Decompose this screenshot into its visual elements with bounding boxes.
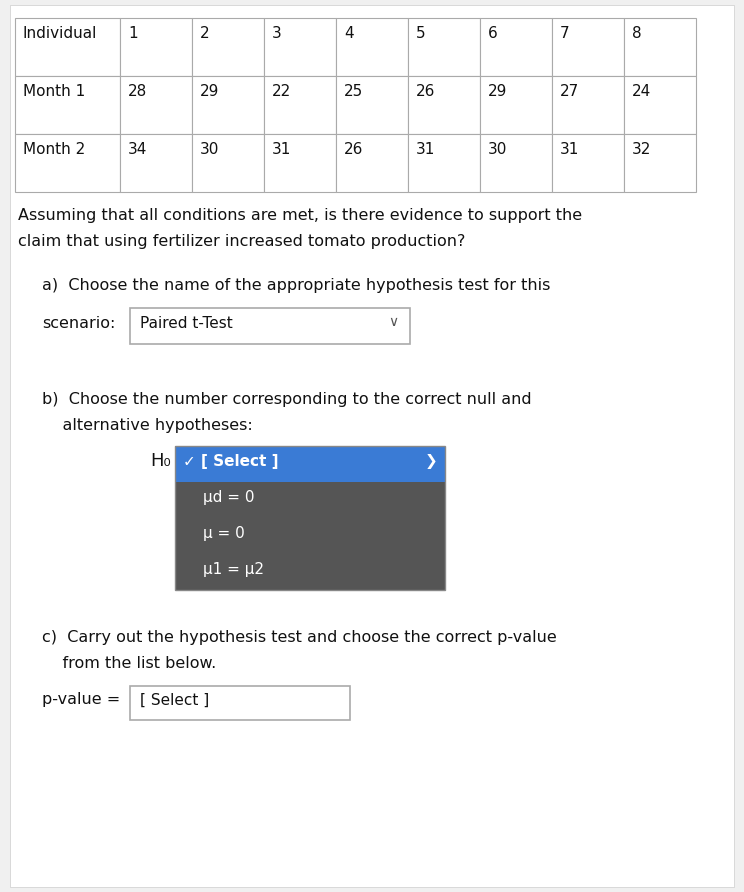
Bar	[264, 18, 336, 76]
Bar	[15, 18, 120, 76]
Text: 31: 31	[272, 142, 292, 157]
Bar	[408, 134, 480, 192]
Bar	[480, 18, 552, 76]
Text: 5: 5	[416, 26, 426, 41]
Bar	[120, 134, 192, 192]
Bar	[552, 76, 624, 134]
Text: alternative hypotheses:: alternative hypotheses:	[42, 418, 253, 433]
Bar	[192, 76, 264, 134]
Text: 4: 4	[344, 26, 353, 41]
Text: 6: 6	[488, 26, 498, 41]
Text: p-value =: p-value =	[42, 692, 121, 707]
Text: μ = 0: μ = 0	[203, 526, 245, 541]
Text: 26: 26	[416, 84, 435, 99]
Bar	[175, 446, 445, 590]
Bar	[192, 18, 264, 76]
Text: scenario:: scenario:	[42, 316, 115, 331]
Bar	[130, 308, 410, 344]
Bar	[552, 134, 624, 192]
Bar	[480, 134, 552, 192]
Bar	[624, 18, 696, 76]
Text: μ1 = μ2: μ1 = μ2	[203, 562, 264, 577]
Text: 26: 26	[344, 142, 363, 157]
Bar	[408, 18, 480, 76]
Text: H₀: H₀	[150, 452, 171, 470]
Text: 24: 24	[632, 84, 651, 99]
Text: 3: 3	[272, 26, 282, 41]
Text: 8: 8	[632, 26, 641, 41]
Text: Month 2: Month 2	[23, 142, 86, 157]
Text: ∨: ∨	[388, 315, 398, 329]
Bar	[175, 446, 445, 482]
Bar	[130, 686, 350, 720]
Text: c)  Carry out the hypothesis test and choose the correct p-value: c) Carry out the hypothesis test and cho…	[42, 630, 557, 645]
Text: 31: 31	[560, 142, 580, 157]
Bar	[336, 18, 408, 76]
Text: 32: 32	[632, 142, 652, 157]
Text: Paired t-Test: Paired t-Test	[140, 316, 233, 331]
Text: ❯: ❯	[425, 454, 437, 469]
Bar	[552, 18, 624, 76]
Bar	[120, 18, 192, 76]
Bar	[15, 134, 120, 192]
Text: Month 1: Month 1	[23, 84, 86, 99]
Text: 30: 30	[200, 142, 219, 157]
Text: μd = 0: μd = 0	[203, 490, 254, 505]
Bar	[480, 76, 552, 134]
Text: claim that using fertilizer increased tomato production?: claim that using fertilizer increased to…	[18, 234, 466, 249]
Text: 29: 29	[488, 84, 507, 99]
Bar	[336, 76, 408, 134]
Text: H₁: H₁	[130, 562, 151, 580]
Text: Assuming that all conditions are met, is there evidence to support the: Assuming that all conditions are met, is…	[18, 208, 582, 223]
Text: 22: 22	[272, 84, 291, 99]
Text: 29: 29	[200, 84, 219, 99]
Bar	[624, 76, 696, 134]
Bar	[264, 76, 336, 134]
Text: from the list below.: from the list below.	[42, 656, 217, 671]
Text: b)  Choose the number corresponding to the correct null and: b) Choose the number corresponding to th…	[42, 392, 532, 407]
Bar	[175, 482, 445, 590]
Bar	[336, 134, 408, 192]
Bar	[624, 134, 696, 192]
Bar	[15, 76, 120, 134]
Text: 27: 27	[560, 84, 580, 99]
Bar	[408, 76, 480, 134]
Text: [ Select ]: [ Select ]	[140, 693, 209, 708]
Text: 31: 31	[416, 142, 435, 157]
Text: 7: 7	[560, 26, 570, 41]
Bar	[192, 134, 264, 192]
Bar	[264, 134, 336, 192]
Text: 30: 30	[488, 142, 507, 157]
Text: 28: 28	[128, 84, 147, 99]
Bar	[120, 76, 192, 134]
Text: ✓ [ Select ]: ✓ [ Select ]	[183, 454, 278, 469]
Text: a)  Choose the name of the appropriate hypothesis test for this: a) Choose the name of the appropriate hy…	[42, 278, 551, 293]
Text: 34: 34	[128, 142, 147, 157]
Text: 1: 1	[128, 26, 138, 41]
Text: 2: 2	[200, 26, 210, 41]
Text: 25: 25	[344, 84, 363, 99]
Text: Individual: Individual	[23, 26, 97, 41]
